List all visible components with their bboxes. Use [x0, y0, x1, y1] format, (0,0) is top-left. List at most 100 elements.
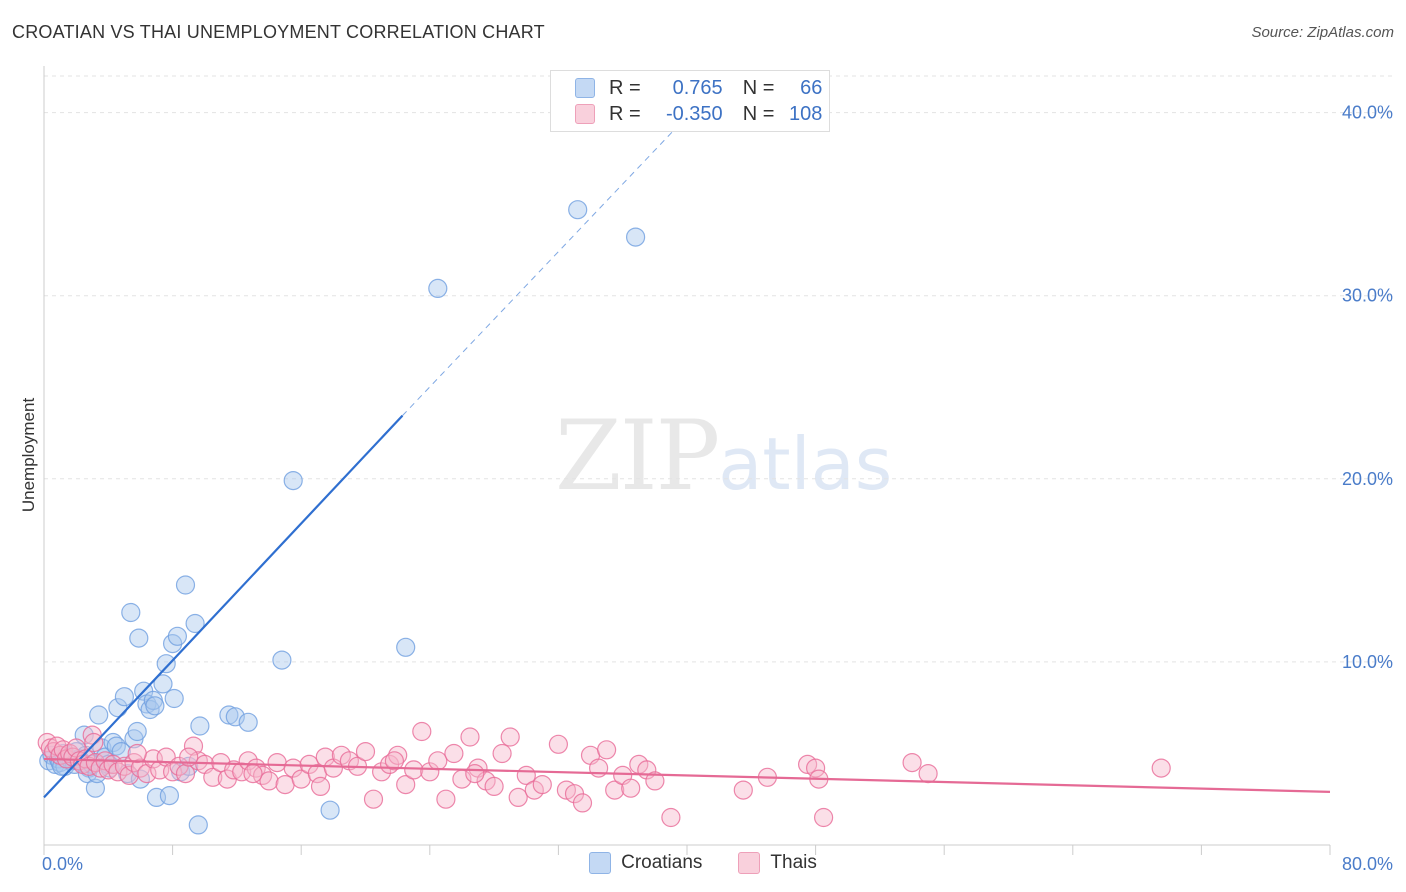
thais-point — [224, 760, 244, 780]
thais-point — [902, 752, 922, 773]
y-axis-title: Unemployment — [19, 398, 38, 513]
thais-point — [183, 736, 204, 756]
thais-point — [500, 727, 520, 747]
croatians-point — [190, 716, 210, 736]
croatians-trend-line — [43, 414, 404, 799]
y-tick-label: 20.0% — [1342, 469, 1393, 489]
thais-point — [465, 763, 485, 784]
croatians-r-label: R = — [609, 76, 641, 99]
x-tick-label-min: 0.0% — [42, 854, 83, 874]
croatians-point — [121, 602, 141, 623]
thais-r-value: -0.350 — [665, 102, 723, 125]
croatians-point — [156, 654, 176, 674]
legend-item-croatians[interactable]: Croatians — [589, 852, 702, 874]
croatians-point — [85, 778, 106, 798]
croatians-point — [145, 696, 165, 716]
chart-title: CROATIAN VS THAI UNEMPLOYMENT CORRELATIO… — [12, 22, 545, 42]
croatians-trend-extension — [402, 120, 684, 416]
thais-point — [492, 743, 512, 764]
thais-point — [596, 740, 617, 760]
thais-point — [661, 807, 681, 828]
thais-point — [813, 807, 834, 828]
croatians-point — [167, 626, 187, 646]
croatians-point — [153, 674, 173, 694]
thais-point — [355, 741, 376, 762]
croatians-point — [114, 687, 135, 707]
croatians-point — [568, 200, 588, 220]
thais-point — [645, 771, 665, 791]
thais-point — [175, 763, 196, 784]
legend-row-croatians: R = 0.765 N = 66 — [575, 76, 822, 100]
thais-point — [420, 762, 440, 782]
thais-points — [37, 721, 1171, 828]
thais-point — [127, 743, 147, 764]
thais-n-value: 108 — [789, 102, 823, 125]
croatians-point — [283, 471, 303, 491]
legend-item-thais[interactable]: Thais — [738, 852, 817, 874]
thais-point — [404, 760, 424, 780]
thais-legend-swatch — [738, 852, 761, 874]
thais-point — [384, 751, 404, 771]
legend-row-thais: R = -0.350 N = 108 — [575, 102, 822, 126]
watermark-zip: ZIP — [555, 400, 720, 512]
thais-point — [532, 774, 552, 795]
thais-point — [460, 727, 480, 747]
thais-point — [572, 793, 593, 813]
source-label: Source: ZipAtlas.com — [1251, 24, 1394, 41]
croatians-legend-label: Croatians — [621, 852, 703, 873]
thais-point — [66, 738, 86, 758]
thais-point — [310, 776, 331, 797]
thais-point — [548, 734, 569, 754]
croatians-point — [219, 705, 239, 725]
croatians-point — [396, 637, 416, 657]
thais-point — [396, 774, 416, 795]
y-tick-label: 40.0% — [1342, 103, 1393, 123]
tick-labels: 10.0% 20.0% 30.0% 40.0% 0.0% 80.0% Unemploymen… — [19, 103, 1393, 874]
croatians-n-label: N = — [742, 76, 775, 99]
axes — [43, 66, 1331, 855]
croatians-point — [89, 705, 109, 725]
y-tick-label: 10.0% — [1342, 652, 1393, 672]
croatians-point — [188, 815, 208, 835]
thais-point — [508, 787, 528, 808]
thais-r-label: R = — [609, 102, 641, 125]
trend-lines — [43, 120, 1331, 799]
thais-point — [363, 789, 384, 809]
croatians-n-value: 66 — [800, 76, 823, 99]
croatians-point — [625, 227, 646, 247]
thais-point — [621, 778, 641, 798]
croatians-point — [137, 694, 157, 714]
croatians-swatch — [575, 78, 595, 98]
thais-swatch — [575, 104, 595, 124]
croatians-point — [428, 278, 448, 298]
watermark-atlas: atlas — [718, 422, 893, 506]
thais-point — [203, 767, 223, 787]
thais-point — [267, 752, 287, 773]
thais-point — [436, 789, 456, 809]
grid-lines — [44, 75, 1392, 663]
croatians-point — [238, 712, 258, 732]
croatians-point — [320, 800, 340, 820]
thais-point — [484, 776, 504, 797]
croatians-point — [129, 628, 149, 648]
croatians-point — [127, 721, 147, 742]
thais-legend-label: Thais — [770, 852, 817, 873]
croatians-legend-swatch — [589, 852, 612, 874]
thais-point — [918, 763, 938, 784]
croatians-point — [164, 688, 184, 709]
correlation-legend: R = 0.765 N = 66 R = -0.350 N = 108 — [550, 70, 830, 132]
thais-point — [605, 780, 625, 800]
x-tick-label-max: 80.0% — [1342, 854, 1393, 874]
thais-point — [1151, 758, 1171, 778]
thais-point — [259, 771, 279, 791]
y-tick-label: 30.0% — [1342, 286, 1393, 306]
thais-point — [444, 743, 464, 764]
thais-point — [805, 758, 826, 778]
thais-point — [733, 780, 753, 800]
series-legend: Croatians Thais — [0, 852, 1406, 874]
croatians-r-value: 0.765 — [672, 76, 723, 99]
thais-point — [283, 758, 303, 778]
thais-trend-line — [43, 757, 1331, 794]
thais-point — [388, 745, 408, 765]
